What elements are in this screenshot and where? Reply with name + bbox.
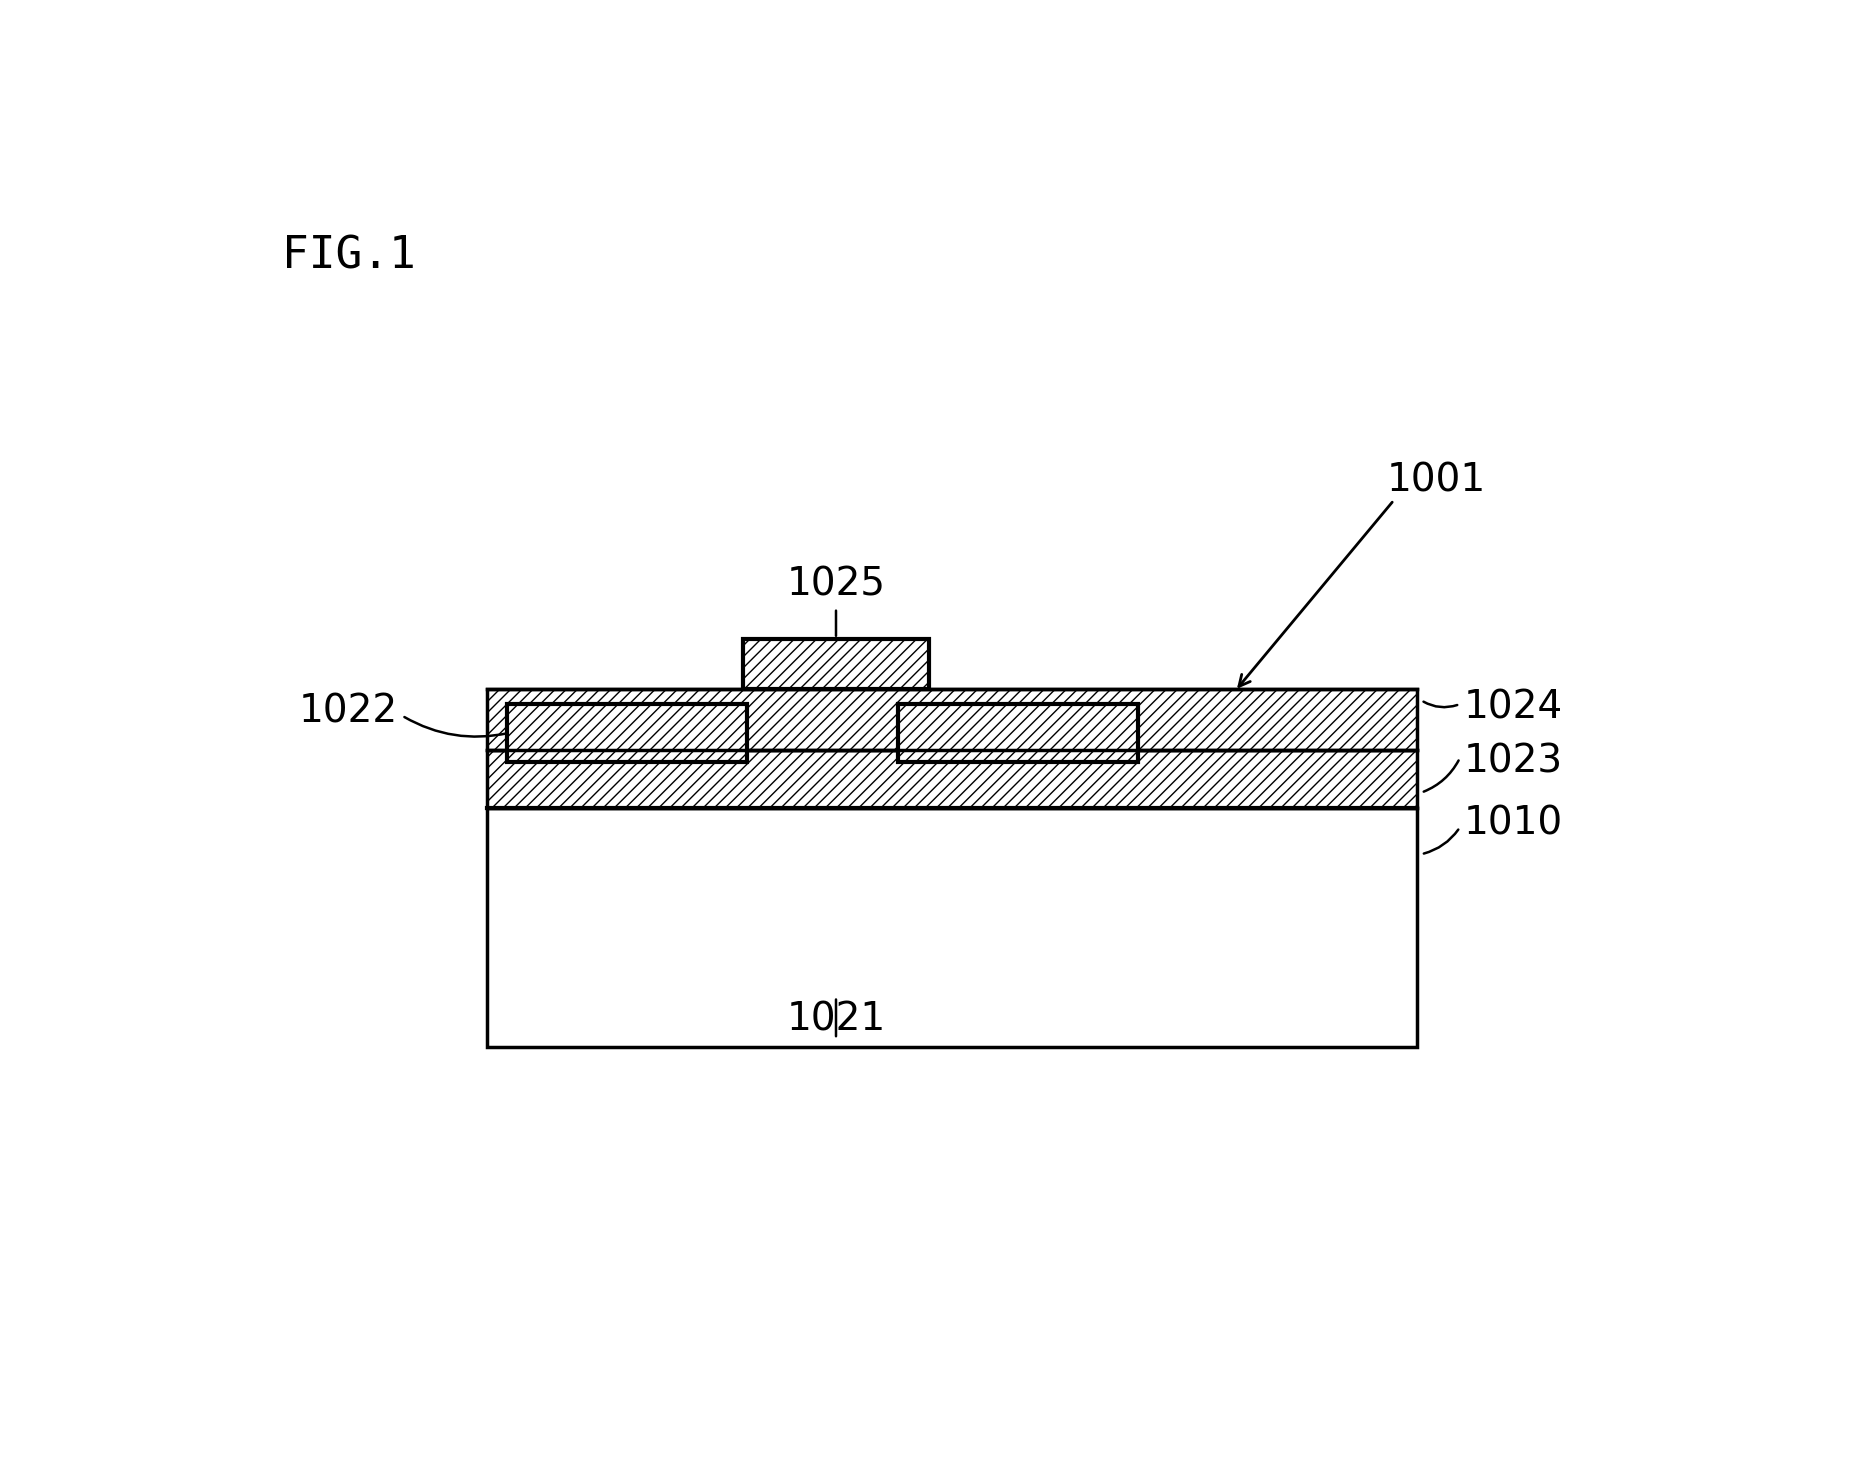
Bar	[487, 751, 1417, 808]
Text: 1023: 1023	[1463, 743, 1563, 780]
Text: 1022: 1022	[298, 693, 398, 730]
Bar	[507, 704, 746, 762]
Bar	[487, 808, 1417, 1047]
Bar	[743, 639, 930, 689]
Text: 1024: 1024	[1463, 689, 1563, 727]
Text: FIG.1: FIG.1	[282, 234, 415, 277]
Text: 1001: 1001	[1387, 462, 1485, 500]
Text: 1021: 1021	[787, 1001, 885, 1039]
Bar	[487, 689, 1417, 751]
Text: 1025: 1025	[787, 567, 885, 604]
Bar	[898, 704, 1139, 762]
Text: 1010: 1010	[1463, 804, 1563, 842]
